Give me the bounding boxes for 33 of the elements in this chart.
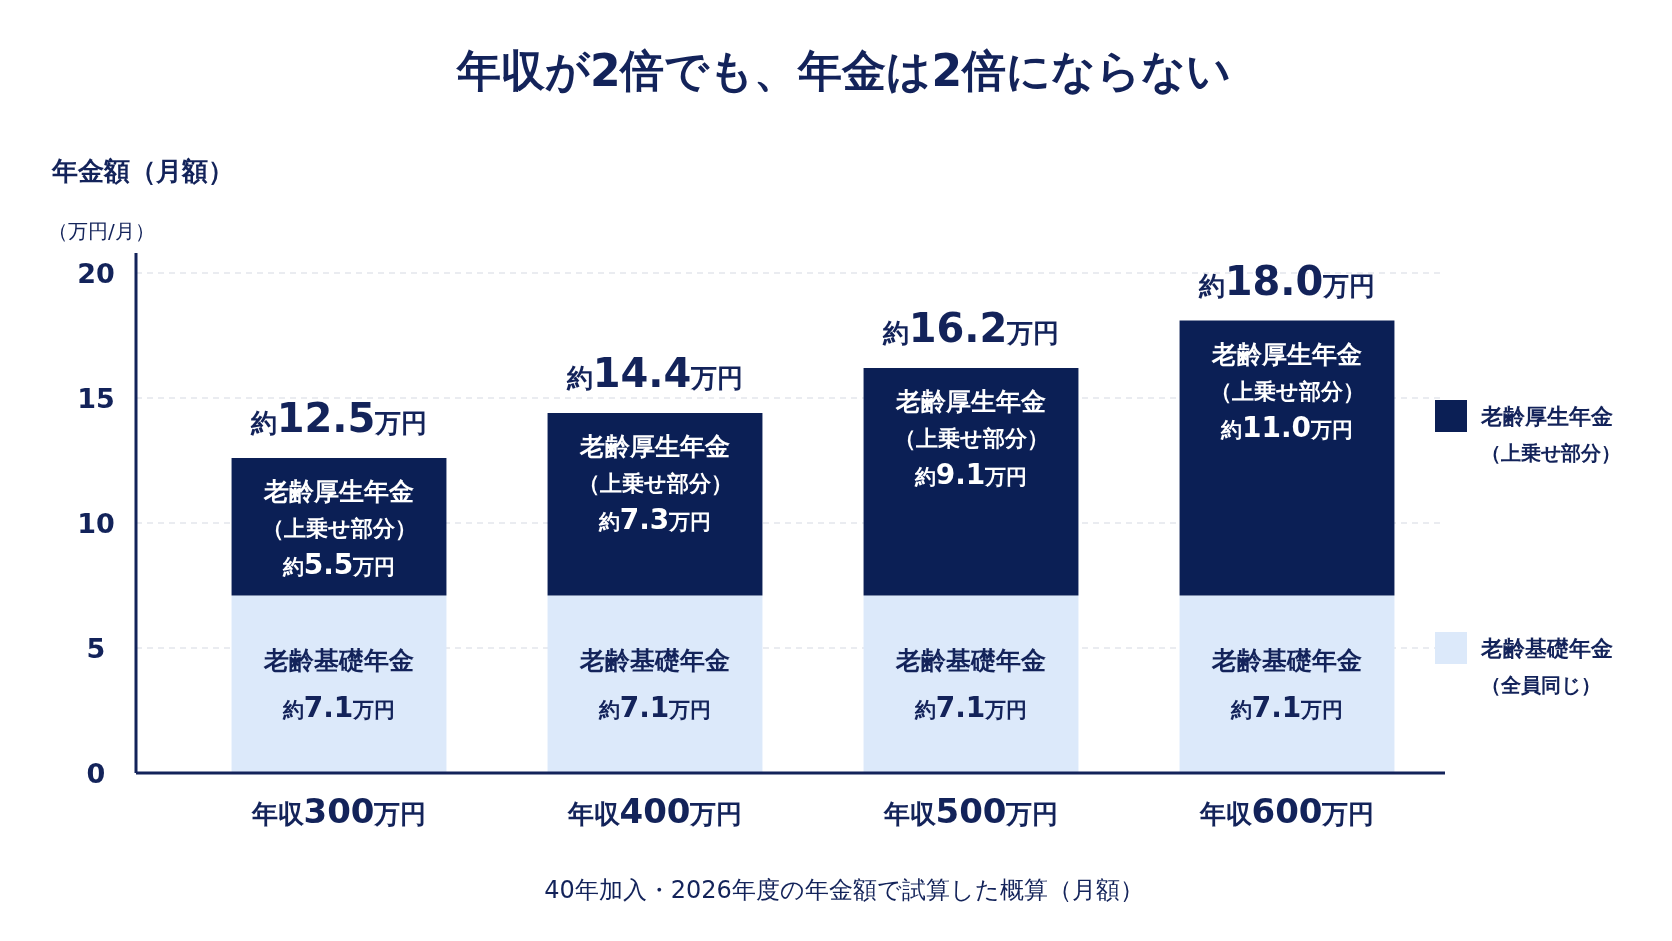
bar xyxy=(1179,595,1395,773)
data-label: 老齢基礎年金約7.1万円 xyxy=(895,646,1046,725)
bar xyxy=(231,595,447,773)
total-label: 約12.5万円 xyxy=(249,395,428,441)
legend-label: 老齢基礎年金（全員同じ） xyxy=(1480,636,1613,697)
bar xyxy=(1179,320,1395,596)
bar xyxy=(863,368,1079,596)
total-label: 約16.2万円 xyxy=(881,305,1060,351)
data-label: 老齢厚生年金（上乗せ部分）約9.1万円 xyxy=(893,387,1049,491)
data-label: 老齢基礎年金約7.1万円 xyxy=(263,646,414,725)
x-tick-label: 年収600万円 xyxy=(1198,791,1375,831)
chart-title: 年収が2倍でも、年金は2倍にならない xyxy=(455,45,1232,96)
bar xyxy=(547,595,763,773)
y-tick-label: 20 xyxy=(77,258,115,289)
data-label: 老齢基礎年金約7.1万円 xyxy=(579,646,730,725)
bar xyxy=(863,595,1079,773)
y-tick-label: 15 xyxy=(77,383,115,414)
x-tick-label: 年収300万円 xyxy=(250,791,427,831)
y-tick-label: 0 xyxy=(86,758,106,789)
total-label: 約14.4万円 xyxy=(565,350,744,396)
y-axis-title: 年金額（月額） xyxy=(51,156,234,186)
x-tick-label: 年収400万円 xyxy=(566,791,743,831)
legend-label: 老齢厚生年金（上乗せ部分） xyxy=(1480,404,1621,465)
y-tick-label: 5 xyxy=(86,633,106,664)
total-label: 約18.0万円 xyxy=(1197,257,1376,304)
text: （万円/月） xyxy=(48,219,155,243)
text: 40年加入・2026年度の年金額で試算した概算（月額） xyxy=(544,876,1144,904)
y-tick-label: 10 xyxy=(77,508,115,539)
data-label: 老齢厚生年金（上乗せ部分）約7.3万円 xyxy=(577,432,733,536)
data-label: 老齢基礎年金約7.1万円 xyxy=(1211,646,1362,725)
x-tick-label: 年収500万円 xyxy=(882,791,1059,831)
data-label: 老齢厚生年金（上乗せ部分）約5.5万円 xyxy=(261,477,417,581)
data-label: 老齢厚生年金（上乗せ部分）約11.0万円 xyxy=(1209,339,1365,444)
